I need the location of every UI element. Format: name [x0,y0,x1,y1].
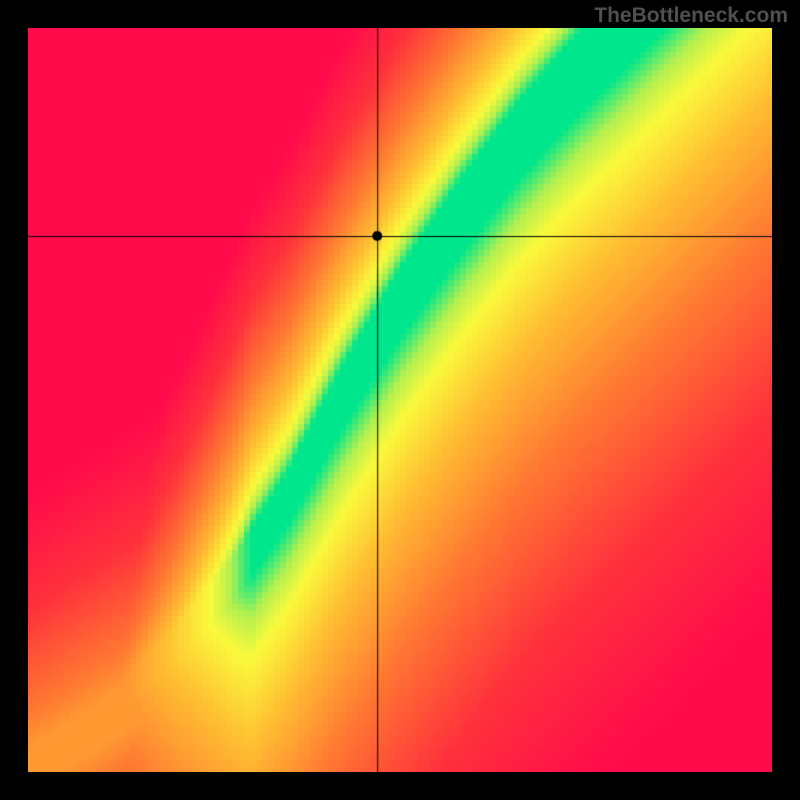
watermark-text: TheBottleneck.com [594,4,788,28]
chart-container: TheBottleneck.com [0,0,800,800]
bottleneck-heatmap [28,28,772,772]
